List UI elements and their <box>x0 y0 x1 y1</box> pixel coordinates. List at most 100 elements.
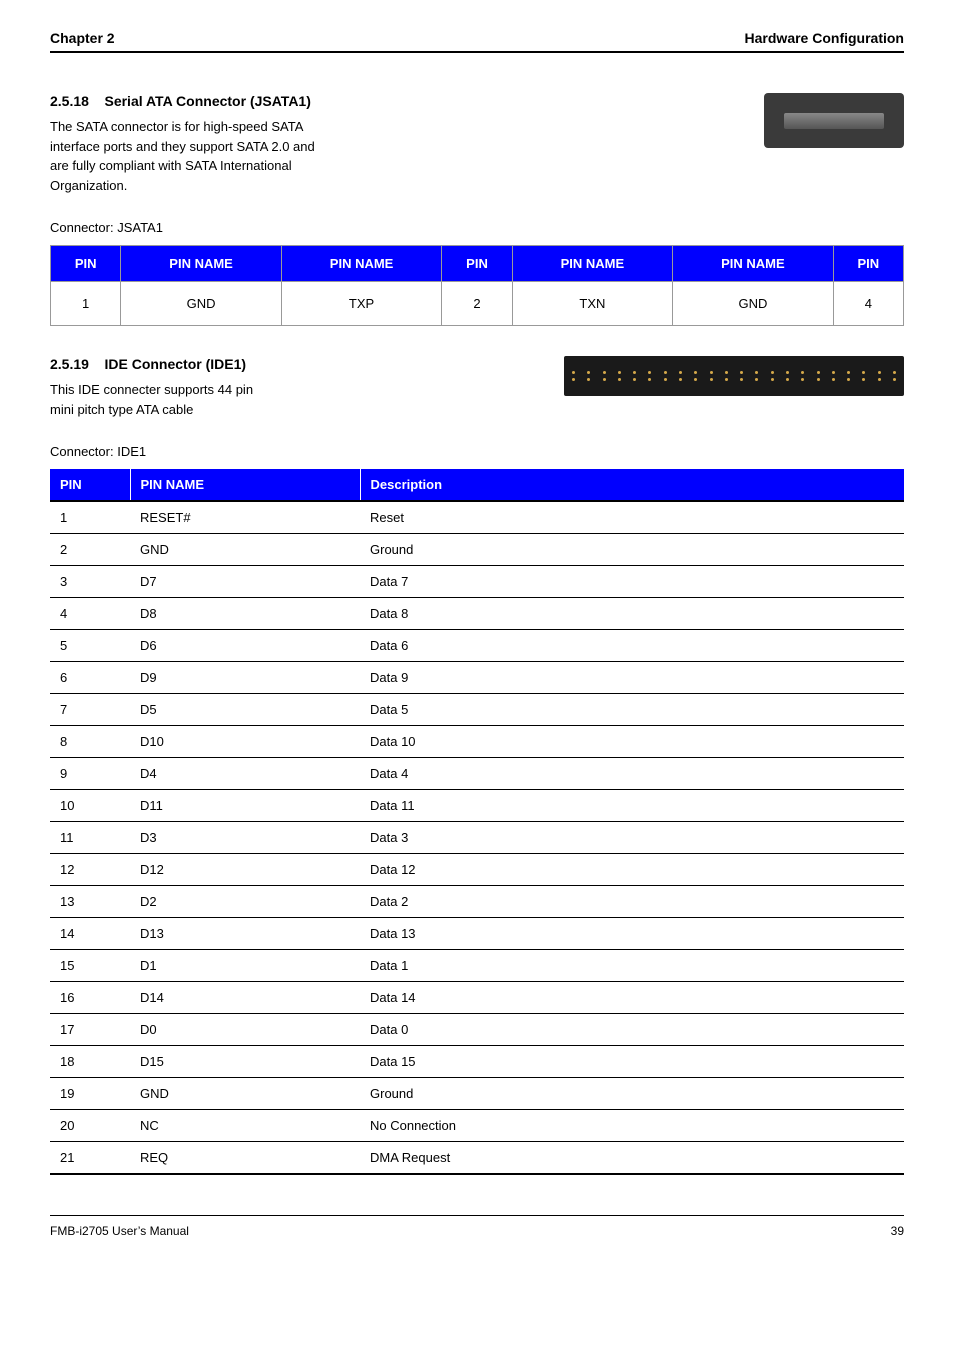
ide-connector-label: Connector: IDE1 <box>50 444 904 459</box>
td-cell: Reset <box>360 501 904 534</box>
table-row: 13D2Data 2 <box>50 886 904 918</box>
td-cell: GND <box>130 1078 360 1110</box>
td-cell: Ground <box>360 534 904 566</box>
table-row: 4D8Data 8 <box>50 598 904 630</box>
td-cell: 4 <box>833 282 903 326</box>
td-cell: GND <box>121 282 282 326</box>
td-cell: 1 <box>50 501 130 534</box>
table-row: 20NCNo Connection <box>50 1110 904 1142</box>
td-cell: REQ <box>130 1142 360 1175</box>
table-row: 8D10Data 10 <box>50 726 904 758</box>
table-row: 9D4Data 4 <box>50 758 904 790</box>
td-cell: 21 <box>50 1142 130 1175</box>
td-cell: 2 <box>442 282 512 326</box>
td-cell: RESET# <box>130 501 360 534</box>
th-pinname: PIN NAME <box>512 246 673 282</box>
th-pinname: PIN NAME <box>130 469 360 501</box>
table-row: 11D3Data 3 <box>50 822 904 854</box>
th-pin: PIN <box>51 246 121 282</box>
table-row: 1RESET#Reset <box>50 501 904 534</box>
td-cell: 12 <box>50 854 130 886</box>
td-cell: Data 12 <box>360 854 904 886</box>
footer-left: FMB-i2705 User’s Manual <box>50 1224 189 1238</box>
td-cell: TXN <box>512 282 673 326</box>
td-cell: D4 <box>130 758 360 790</box>
ide-connector-image <box>564 356 904 396</box>
td-cell: GND <box>673 282 834 326</box>
td-cell: Ground <box>360 1078 904 1110</box>
desc-line: mini pitch type ATA cable <box>50 400 253 420</box>
table-row: 19GNDGround <box>50 1078 904 1110</box>
td-cell: 5 <box>50 630 130 662</box>
pin-row <box>572 378 896 381</box>
td-cell: Data 14 <box>360 982 904 1014</box>
td-cell: Data 1 <box>360 950 904 982</box>
td-cell: 14 <box>50 918 130 950</box>
section-ide-header: 2.5.19 IDE Connector (IDE1) This IDE con… <box>50 356 904 419</box>
section-ide: 2.5.19 IDE Connector (IDE1) This IDE con… <box>50 356 904 1175</box>
td-cell: D15 <box>130 1046 360 1078</box>
td-cell: Data 11 <box>360 790 904 822</box>
td-cell: 8 <box>50 726 130 758</box>
th-pinname: PIN NAME <box>121 246 282 282</box>
td-cell: No Connection <box>360 1110 904 1142</box>
td-cell: D8 <box>130 598 360 630</box>
desc-line: The SATA connector is for high-speed SAT… <box>50 117 315 137</box>
table-header-row: PIN PIN NAME PIN NAME PIN PIN NAME PIN N… <box>51 246 904 282</box>
td-cell: 7 <box>50 694 130 726</box>
table-row: 3D7Data 7 <box>50 566 904 598</box>
td-cell: Data 10 <box>360 726 904 758</box>
table-header-row: PIN PIN NAME Description <box>50 469 904 501</box>
td-cell: D7 <box>130 566 360 598</box>
table-row: 16D14Data 14 <box>50 982 904 1014</box>
td-cell: D12 <box>130 854 360 886</box>
td-cell: Data 2 <box>360 886 904 918</box>
td-cell: 11 <box>50 822 130 854</box>
td-cell: 13 <box>50 886 130 918</box>
ide-pin-table: PIN PIN NAME Description 1RESET#Reset2GN… <box>50 469 904 1175</box>
td-cell: D3 <box>130 822 360 854</box>
td-cell: 6 <box>50 662 130 694</box>
table-row: 15D1Data 1 <box>50 950 904 982</box>
td-cell: 9 <box>50 758 130 790</box>
td-cell: DMA Request <box>360 1142 904 1175</box>
section-sata-text: 2.5.18 Serial ATA Connector (JSATA1) The… <box>50 93 315 195</box>
td-cell: 1 <box>51 282 121 326</box>
td-cell: Data 8 <box>360 598 904 630</box>
td-cell: Data 5 <box>360 694 904 726</box>
td-cell: Data 6 <box>360 630 904 662</box>
page-footer: FMB-i2705 User’s Manual 39 <box>50 1215 904 1238</box>
td-cell: 16 <box>50 982 130 1014</box>
desc-line: interface ports and they support SATA 2.… <box>50 137 315 157</box>
td-cell: Data 15 <box>360 1046 904 1078</box>
td-cell: D10 <box>130 726 360 758</box>
th-description: Description <box>360 469 904 501</box>
desc-line: Organization. <box>50 176 315 196</box>
td-cell: NC <box>130 1110 360 1142</box>
table-row: 10D11Data 11 <box>50 790 904 822</box>
td-cell: Data 7 <box>360 566 904 598</box>
section-ide-title: 2.5.19 IDE Connector (IDE1) <box>50 356 253 372</box>
td-cell: Data 3 <box>360 822 904 854</box>
td-cell: D2 <box>130 886 360 918</box>
table-row: 7D5Data 5 <box>50 694 904 726</box>
table-row: 2GNDGround <box>50 534 904 566</box>
page-header: Chapter 2 Hardware Configuration <box>50 30 904 53</box>
header-left: Chapter 2 <box>50 30 115 46</box>
table-row: 5D6Data 6 <box>50 630 904 662</box>
pin-row <box>572 371 896 374</box>
td-cell: D13 <box>130 918 360 950</box>
section-sata-desc: The SATA connector is for high-speed SAT… <box>50 117 315 195</box>
table-row: 1 GND TXP 2 TXN GND 4 <box>51 282 904 326</box>
td-cell: D0 <box>130 1014 360 1046</box>
table-row: 18D15Data 15 <box>50 1046 904 1078</box>
th-pinname: PIN NAME <box>281 246 442 282</box>
td-cell: 17 <box>50 1014 130 1046</box>
desc-line: This IDE connecter supports 44 pin <box>50 380 253 400</box>
td-cell: D6 <box>130 630 360 662</box>
section-sata-title: 2.5.18 Serial ATA Connector (JSATA1) <box>50 93 315 109</box>
sata-pin-table: PIN PIN NAME PIN NAME PIN PIN NAME PIN N… <box>50 245 904 326</box>
table-row: 6D9Data 9 <box>50 662 904 694</box>
desc-line: are fully compliant with SATA Internatio… <box>50 156 315 176</box>
th-pin: PIN <box>50 469 130 501</box>
